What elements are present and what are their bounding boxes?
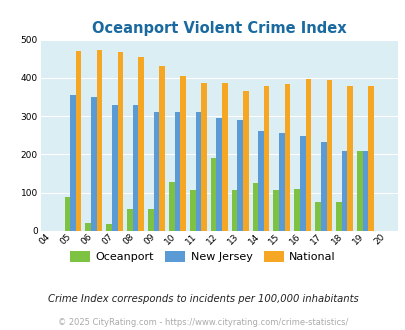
Bar [216,118,222,231]
Bar [148,209,153,231]
Bar [117,52,123,231]
Bar [222,83,227,231]
Bar [210,157,216,231]
Bar [242,90,248,231]
Text: Crime Index corresponds to incidents per 100,000 inhabitants: Crime Index corresponds to incidents per… [47,294,358,304]
Bar [284,84,290,231]
Bar [132,105,138,231]
Bar [326,80,331,231]
Bar [168,182,174,231]
Bar [85,223,91,231]
Bar [195,112,200,231]
Bar [341,150,347,231]
Bar [190,190,195,231]
Bar [76,51,81,231]
Bar [294,189,299,231]
Bar [356,150,362,231]
Bar [237,120,242,231]
Bar [127,209,132,231]
Bar [320,142,326,231]
Bar [174,112,180,231]
Bar [362,151,367,231]
Bar [273,190,278,231]
Bar [180,76,185,231]
Bar [91,97,96,231]
Bar [347,85,352,231]
Title: Oceanport Violent Crime Index: Oceanport Violent Crime Index [92,21,346,36]
Bar [159,66,164,231]
Bar [252,183,258,231]
Bar [367,86,373,231]
Bar [200,83,206,231]
Bar [231,190,237,231]
Text: © 2025 CityRating.com - https://www.cityrating.com/crime-statistics/: © 2025 CityRating.com - https://www.city… [58,318,347,327]
Bar [314,202,320,231]
Bar [258,131,263,231]
Bar [299,136,305,231]
Bar [278,133,284,231]
Bar [112,105,117,231]
Bar [305,79,311,231]
Bar [70,95,76,231]
Bar [263,86,269,231]
Bar [64,197,70,231]
Bar [106,224,112,231]
Legend: Oceanport, New Jersey, National: Oceanport, New Jersey, National [66,247,339,267]
Bar [153,112,159,231]
Bar [335,202,341,231]
Bar [138,57,144,231]
Bar [96,50,102,231]
